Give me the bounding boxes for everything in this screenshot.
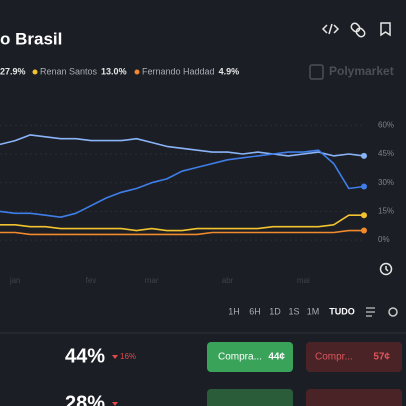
link-icon[interactable] (350, 22, 366, 38)
buy-no-price: 57¢ (373, 352, 390, 363)
timeframe-button[interactable]: 1H (228, 306, 240, 316)
series-line (0, 149, 365, 218)
watermark: Polymarket (329, 64, 394, 78)
series-line (0, 134, 365, 157)
x-tick-label: mai (297, 276, 310, 285)
watermark-logo (309, 64, 324, 80)
legend-name: Renan Santos (40, 66, 98, 76)
legend-name: Fernando Haddad (142, 66, 215, 76)
outcome-change: 16% (120, 352, 136, 361)
x-tick-label: jan (9, 276, 21, 285)
timeframe-button[interactable]: 1M (307, 306, 320, 316)
timeframe-button[interactable]: TUDO (329, 306, 355, 316)
buy-no-label: Compr... (315, 352, 353, 363)
change-arrow (112, 355, 118, 359)
x-tick-label: abr (222, 276, 234, 285)
gear-icon[interactable] (388, 307, 398, 317)
buy-yes-button[interactable] (207, 389, 293, 406)
buy-yes-price: 44¢ (268, 352, 285, 363)
end-dot (361, 152, 367, 159)
outcome-percent: 28% (65, 392, 105, 406)
series-line (0, 214, 364, 232)
timeframe-button[interactable]: 1D (269, 306, 281, 316)
embed-icon[interactable] (321, 23, 340, 35)
x-tick-label: mar (145, 276, 159, 285)
legend-dot (32, 69, 38, 75)
x-tick-label: fev (86, 276, 97, 285)
bookmark-icon[interactable] (380, 22, 391, 37)
y-tick-label: 0% (378, 235, 390, 244)
legend-value: 13.0% (101, 66, 127, 76)
end-dot (361, 183, 367, 190)
timeframe-button[interactable]: 6H (249, 306, 261, 316)
buy-yes-button[interactable] (207, 342, 293, 372)
change-arrow (112, 402, 118, 406)
end-dot (361, 212, 367, 219)
y-tick-label: 15% (378, 207, 394, 216)
clock-icon[interactable] (379, 262, 393, 276)
chart-settings-icon[interactable] (366, 307, 375, 317)
buy-no-button[interactable] (306, 342, 402, 372)
outcome-percent: 44% (65, 345, 105, 367)
market-title: o Brasil (0, 29, 62, 48)
y-tick-label: 45% (378, 149, 394, 158)
buy-yes-label: Compra... (218, 352, 262, 363)
y-tick-label: 60% (378, 120, 394, 129)
legend-value: 4.9% (219, 66, 240, 76)
legend-value: 27.9% (0, 66, 26, 76)
buy-no-button[interactable] (306, 389, 402, 406)
end-dot (361, 227, 367, 234)
timeframe-button[interactable]: 1S (288, 306, 299, 316)
legend-dot (134, 69, 140, 75)
series-line (0, 229, 364, 236)
y-tick-label: 30% (378, 178, 394, 187)
